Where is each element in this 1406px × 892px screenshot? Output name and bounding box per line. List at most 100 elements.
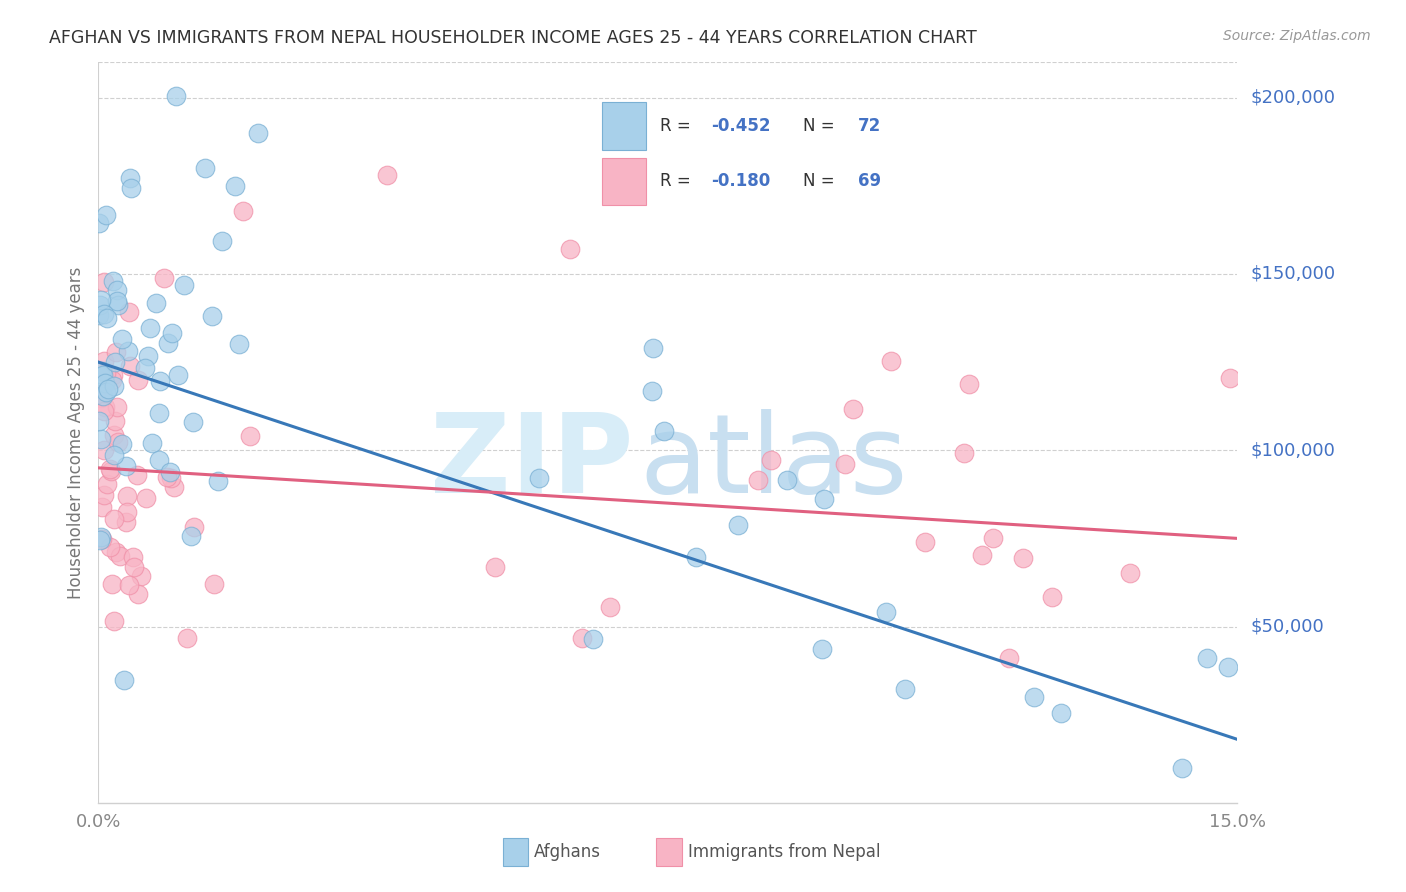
Point — [121, 550, 143, 565]
Point — [93, 488, 115, 502]
Point — [115, 505, 138, 519]
Point — [107, 434, 129, 449]
Point — [842, 402, 865, 417]
Point — [100, 465, 122, 479]
Point — [112, 673, 135, 687]
Point — [127, 468, 149, 483]
Point — [134, 361, 156, 376]
Point — [1012, 550, 1035, 565]
Text: $50,000: $50,000 — [1251, 617, 1324, 635]
Point — [89, 298, 111, 312]
Point — [122, 559, 145, 574]
Point — [103, 368, 125, 382]
Point — [104, 413, 127, 427]
Point — [875, 605, 897, 619]
Point — [94, 385, 117, 400]
Point — [180, 529, 202, 543]
Point — [141, 435, 163, 450]
Point — [118, 305, 141, 319]
Point — [156, 470, 179, 484]
Point — [117, 343, 139, 358]
Point — [89, 308, 111, 322]
Point — [163, 479, 186, 493]
Point — [120, 181, 142, 195]
Text: $200,000: $200,000 — [1251, 88, 1336, 107]
Point — [1040, 591, 1063, 605]
Point — [118, 359, 141, 374]
Point — [90, 389, 112, 403]
Point — [104, 545, 127, 559]
Point — [93, 442, 115, 457]
Point — [1049, 706, 1071, 720]
Point — [103, 512, 125, 526]
Point — [239, 429, 262, 443]
Point — [115, 489, 138, 503]
Point — [640, 384, 662, 399]
Point — [115, 458, 138, 473]
Point — [94, 376, 117, 390]
Point — [599, 600, 621, 615]
Point — [527, 471, 550, 485]
Point — [149, 374, 172, 388]
Point — [998, 650, 1021, 665]
Point — [89, 533, 111, 548]
Point — [93, 404, 115, 418]
Point — [813, 492, 835, 507]
Text: $100,000: $100,000 — [1251, 442, 1336, 459]
FancyBboxPatch shape — [657, 838, 682, 866]
Text: $150,000: $150,000 — [1251, 265, 1336, 283]
Point — [98, 462, 121, 476]
Text: atlas: atlas — [640, 409, 908, 516]
Point — [94, 366, 117, 380]
Point — [105, 293, 128, 308]
Point — [118, 578, 141, 592]
Point — [90, 530, 112, 544]
Point — [93, 275, 115, 289]
Point — [103, 449, 125, 463]
Point — [97, 382, 120, 396]
FancyBboxPatch shape — [503, 838, 527, 866]
Point — [103, 428, 125, 442]
Point — [970, 548, 993, 562]
Point — [246, 126, 269, 140]
Point — [93, 353, 115, 368]
Point — [166, 89, 188, 103]
Point — [727, 517, 749, 532]
Point — [101, 373, 124, 387]
Text: ZIP: ZIP — [430, 409, 634, 516]
Point — [91, 363, 114, 377]
Point — [111, 332, 134, 346]
Text: Afghans: Afghans — [533, 843, 600, 861]
Point — [776, 473, 799, 487]
Point — [91, 368, 114, 383]
Point — [89, 369, 111, 384]
Point — [91, 389, 114, 403]
Point — [105, 283, 128, 297]
Point — [759, 453, 782, 467]
Point — [1195, 650, 1218, 665]
Text: Immigrants from Nepal: Immigrants from Nepal — [689, 843, 880, 861]
Point — [139, 321, 162, 335]
Point — [160, 326, 183, 340]
Point — [643, 341, 665, 355]
Point — [91, 500, 114, 515]
Text: AFGHAN VS IMMIGRANTS FROM NEPAL HOUSEHOLDER INCOME AGES 25 - 44 YEARS CORRELATIO: AFGHAN VS IMMIGRANTS FROM NEPAL HOUSEHOL… — [49, 29, 977, 46]
Point — [96, 311, 118, 326]
Point — [94, 208, 117, 222]
Point — [115, 515, 138, 529]
Point — [685, 549, 707, 564]
Point — [201, 309, 224, 323]
Point — [166, 368, 188, 383]
Point — [91, 532, 114, 546]
Point — [1219, 371, 1241, 385]
Point — [136, 349, 159, 363]
Point — [953, 446, 976, 460]
Point — [120, 170, 142, 185]
Point — [582, 632, 605, 647]
Point — [560, 243, 582, 257]
Point — [893, 681, 915, 696]
Point — [1218, 660, 1240, 674]
Point — [1119, 566, 1142, 581]
Point — [103, 615, 125, 629]
Point — [747, 474, 769, 488]
